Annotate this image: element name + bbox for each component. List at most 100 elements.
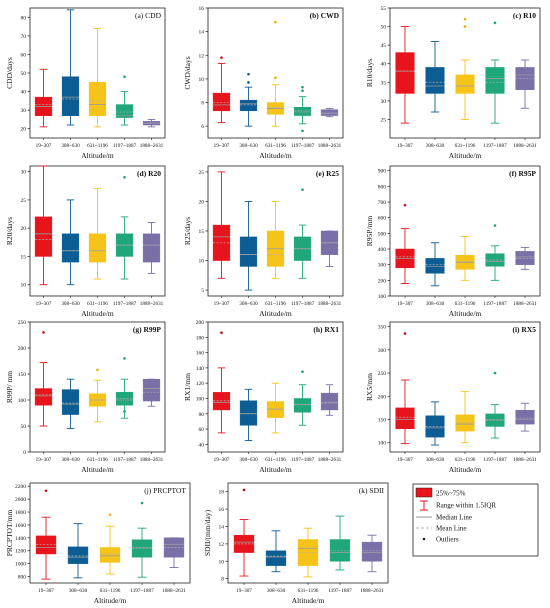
iqr-box [34, 388, 53, 406]
iqr-box [395, 407, 415, 430]
box-2 [266, 20, 285, 127]
y-tick-label: 150 [378, 418, 387, 424]
outlier-point [403, 203, 407, 207]
y-tick-label: 250 [378, 371, 387, 377]
x-tick-label: 19~307 [397, 301, 413, 307]
iqr-box [233, 534, 255, 553]
y-tick-label: 150 [18, 372, 27, 378]
y-tick-label: 10 [21, 283, 27, 289]
box-1 [425, 40, 445, 113]
box-2 [266, 201, 285, 279]
iqr-box [361, 541, 383, 562]
legend-outlier-swatch [422, 537, 426, 541]
box-0 [34, 331, 53, 427]
box-4 [320, 108, 339, 118]
box-2 [88, 188, 107, 280]
outlier-point [42, 331, 45, 334]
x-axis-label: Altitude/m [449, 309, 482, 318]
legend-box-swatch [415, 487, 433, 498]
x-tick-label: 1197~1887 [328, 588, 352, 594]
x-tick-label: 1197~1887 [130, 588, 154, 594]
y-tick-label: 800 [378, 184, 387, 190]
y-tick-label: 200 [196, 320, 205, 326]
x-axis-label: Altitude/m [81, 309, 114, 318]
outlier-point [123, 410, 126, 413]
box-3 [293, 188, 312, 279]
panel-label: (a) CDD [135, 11, 162, 20]
x-tick-label: 631~1196 [265, 301, 286, 307]
x-tick-label: 1888~2631 [162, 588, 186, 594]
outlier-point [463, 17, 467, 21]
box-4 [515, 246, 535, 270]
x-tick-label: 1888~2631 [140, 301, 164, 307]
y-tick-label: 35 [381, 80, 387, 86]
y-tick-label: 800 [18, 575, 27, 581]
legend-whisker-label: Range within 1.5IQR [436, 502, 496, 510]
box-4 [142, 222, 161, 274]
x-axis-label: Altitude/m [94, 596, 127, 605]
box-0 [212, 331, 231, 434]
outlier-point [301, 89, 304, 93]
y-tick-label: 700 [378, 200, 387, 206]
x-tick-label: 19~307 [214, 457, 230, 463]
x-tick-label: 19~307 [214, 143, 230, 149]
x-axis-label: Altitude/m [292, 596, 325, 605]
x-tick-label: 308~630 [61, 457, 80, 463]
x-tick-label: 1888~2631 [318, 143, 342, 149]
x-tick-label: 308~630 [61, 301, 80, 307]
x-tick-label: 19~307 [38, 588, 54, 594]
outlier-point [123, 176, 126, 179]
x-tick-label: 631~1196 [87, 457, 108, 463]
iqr-box [320, 109, 339, 116]
panel-label: (d) R20 [137, 169, 161, 178]
y-tick-label: 10 [219, 559, 225, 565]
x-tick-label: 308~630 [239, 301, 258, 307]
box-0 [34, 68, 53, 128]
outlier-point [301, 370, 304, 374]
box-1 [239, 388, 258, 441]
panel-6: 0 50 100 150 200 250 19~307 308~630 631~1196 1197… [5, 320, 166, 474]
outlier-point [493, 371, 497, 375]
panel-9: 800 1000 1200 1400 1600 1800 2000 2200 19~307 308… [5, 482, 191, 605]
y-tick-label: 25 [381, 117, 387, 123]
legend-outlier-label: Outliers [436, 536, 459, 544]
box-3 [115, 75, 134, 126]
y-tick-label: 45 [381, 43, 387, 49]
y-tick-label: 16 [219, 507, 225, 513]
y-tick-label: 55 [381, 6, 387, 12]
box-4 [320, 384, 339, 416]
y-tick-label: 2200 [15, 484, 26, 490]
iqr-box [88, 233, 107, 263]
x-tick-label: 631~1196 [298, 588, 319, 594]
x-tick-label: 631~1196 [100, 588, 121, 594]
iqr-box [515, 409, 535, 425]
iqr-box [61, 76, 80, 116]
iqr-box [329, 539, 351, 562]
outlier-point [247, 72, 250, 76]
y-tick-label: 300 [378, 348, 387, 354]
panel-label: (f) R95P [509, 169, 536, 178]
y-tick-label: 50 [21, 424, 27, 430]
x-tick-label: 19~307 [36, 457, 52, 463]
box-2 [88, 368, 107, 423]
box-1 [239, 201, 258, 291]
outlier-point [493, 224, 497, 227]
outlier-point [274, 20, 277, 24]
iqr-box [61, 233, 80, 263]
box-3 [293, 370, 312, 426]
y-axis-label: PRCPTOT/mm [5, 510, 14, 557]
outlier-point [301, 188, 304, 191]
x-axis-label: Altitude/m [449, 465, 482, 474]
y-axis-label: SDII/(mm/day) [203, 509, 212, 556]
outlier-point [242, 488, 246, 492]
box-4 [320, 230, 339, 267]
y-tick-label: 30 [381, 99, 387, 105]
outlier-point [140, 501, 144, 505]
x-tick-label: 308~630 [426, 301, 445, 307]
box-1 [61, 378, 80, 430]
y-tick-label: 25 [21, 198, 27, 204]
y-tick-label: 160 [196, 351, 205, 357]
y-tick-label: 20 [199, 199, 205, 205]
x-tick-label: 308~630 [61, 143, 80, 149]
